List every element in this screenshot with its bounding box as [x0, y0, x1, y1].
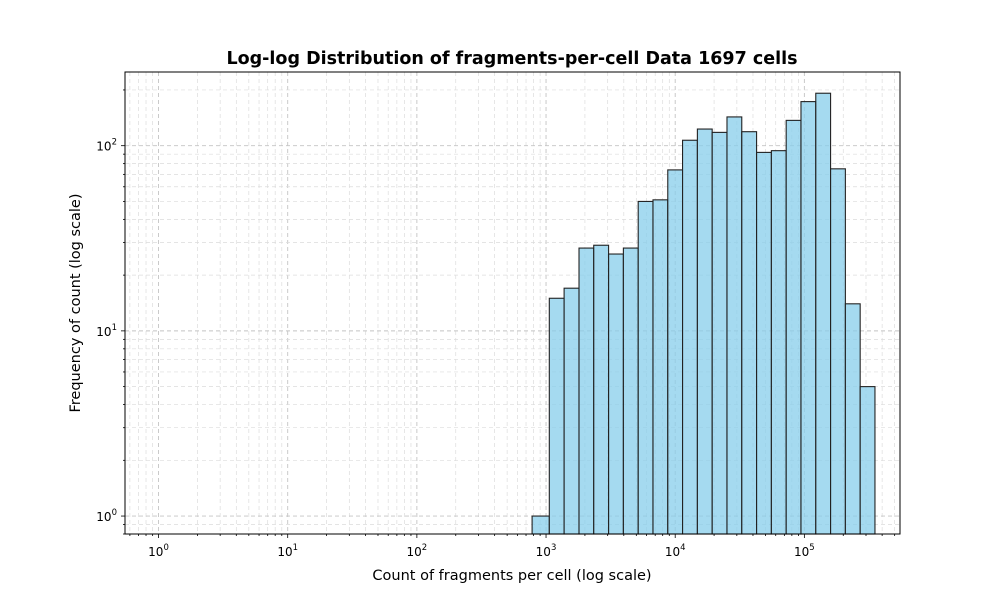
histogram-bar — [563, 287, 580, 535]
histogram-bar — [682, 139, 698, 535]
histogram-bar — [859, 386, 876, 535]
y-axis-tick-labels: 100 101 102 — [96, 138, 117, 524]
histogram-bar — [531, 515, 550, 535]
x-tick-label: 103 — [536, 543, 557, 559]
y-tick-label: 102 — [96, 138, 117, 154]
histogram-bar — [844, 303, 861, 535]
x-tick-label: 104 — [665, 543, 686, 559]
plot-area-frame — [124, 71, 901, 535]
histogram-bar — [785, 119, 802, 535]
y-tick-label: 100 — [96, 508, 117, 524]
histogram-bar — [815, 92, 832, 535]
y-tick-label: 101 — [96, 323, 117, 339]
histogram-bar — [741, 131, 758, 535]
y-axis-label: Frequency of count (log scale) — [68, 193, 84, 412]
x-tick-label: 101 — [277, 543, 298, 559]
histogram-bar — [608, 253, 624, 535]
histogram-bar — [667, 169, 684, 535]
x-tick-label: 100 — [148, 543, 169, 559]
x-tick-label: 102 — [407, 543, 428, 559]
histogram-bar — [711, 131, 728, 535]
histogram-bar — [593, 244, 610, 535]
histogram-bar — [830, 168, 846, 535]
histogram-bar — [637, 200, 654, 535]
axis-ticks — [121, 89, 896, 538]
histogram-bar — [770, 150, 787, 535]
histogram-bar — [622, 247, 639, 535]
histogram-bar — [548, 297, 565, 535]
chart-title: Log-log Distribution of fragments-per-ce… — [226, 49, 797, 69]
x-axis-tick-labels: 100 101 102 103 104 105 — [148, 543, 815, 559]
x-tick-label: 105 — [794, 543, 815, 559]
histogram-bar — [696, 128, 713, 535]
histogram-bar — [756, 151, 772, 535]
histogram-bars — [531, 92, 876, 535]
histogram-bar — [726, 116, 743, 535]
x-axis-label: Count of fragments per cell (log scale) — [372, 568, 651, 584]
histogram-bar — [652, 199, 669, 535]
histogram-bar — [578, 247, 595, 535]
histogram-bar — [800, 101, 817, 535]
